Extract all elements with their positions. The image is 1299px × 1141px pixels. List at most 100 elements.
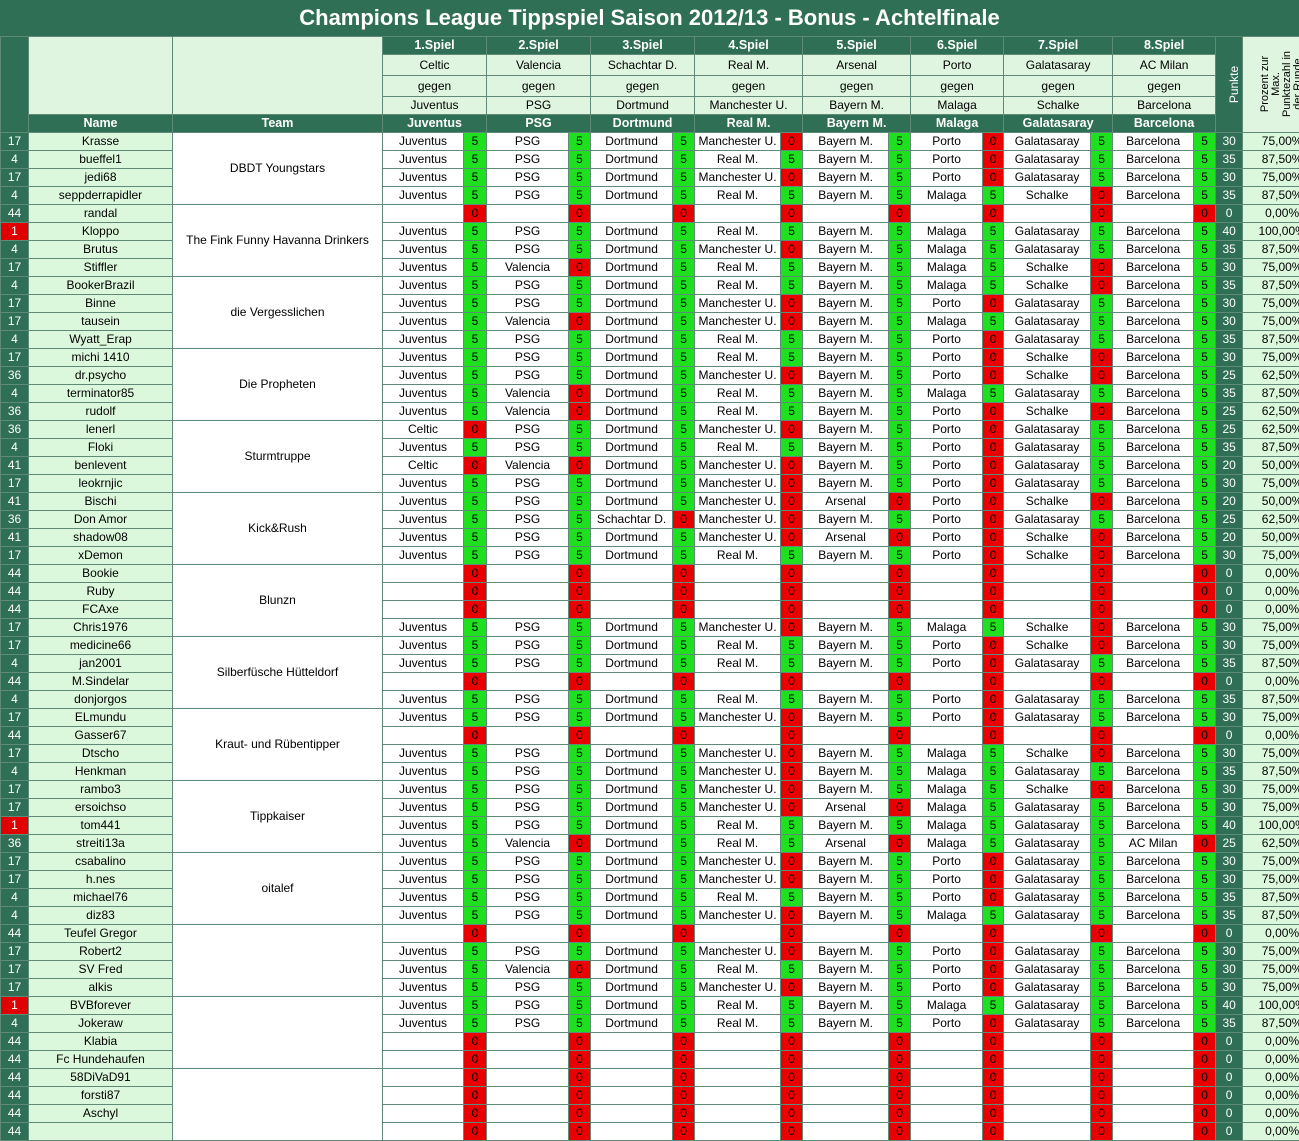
player-name: rudolf <box>29 403 173 421</box>
tip-points: 5 <box>781 655 803 673</box>
player-name: Krasse <box>29 133 173 151</box>
tip-cell: Juventus <box>383 835 464 853</box>
tip-cell: Real M. <box>695 655 781 673</box>
tip-cell: Barcelona <box>1113 277 1194 295</box>
tip-cell <box>383 1123 464 1141</box>
tip-cell: Dortmund <box>591 817 673 835</box>
tip-points: 5 <box>889 133 911 151</box>
tip-points: 5 <box>464 133 487 151</box>
tip-points: 0 <box>673 601 695 619</box>
tip-points: 0 <box>673 1105 695 1123</box>
tip-points: 5 <box>1194 997 1216 1015</box>
tip-points: 5 <box>781 259 803 277</box>
tip-cell: Juventus <box>383 133 464 151</box>
prozent-cell: 0,00% <box>1243 583 1299 601</box>
punkte-cell: 20 <box>1216 493 1243 511</box>
platz-cell: 4 <box>1 655 29 673</box>
tip-cell <box>1004 673 1091 691</box>
punkte-cell: 0 <box>1216 1069 1243 1087</box>
tip-cell: Real M. <box>695 223 781 241</box>
tip-points: 5 <box>1194 1015 1216 1033</box>
tip-points: 5 <box>1194 799 1216 817</box>
team-name <box>173 997 383 1069</box>
tip-cell: PSG <box>487 277 569 295</box>
tip-points: 5 <box>889 241 911 259</box>
tip-points: 5 <box>1091 295 1113 313</box>
tip-points: 5 <box>781 403 803 421</box>
tip-cell: Dortmund <box>591 277 673 295</box>
tip-cell: Galatasaray <box>1004 853 1091 871</box>
tip-points: 5 <box>889 745 911 763</box>
tip-cell <box>487 1105 569 1123</box>
tip-points: 0 <box>1194 1087 1216 1105</box>
tip-cell: Galatasaray <box>1004 385 1091 403</box>
tip-cell <box>1004 1123 1091 1141</box>
tip-points: 5 <box>569 331 591 349</box>
tip-points: 5 <box>1091 835 1113 853</box>
player-name: Chris1976 <box>29 619 173 637</box>
tip-cell: Schalke <box>1004 403 1091 421</box>
tip-cell: Juventus <box>383 781 464 799</box>
tip-points: 0 <box>673 925 695 943</box>
team-name: Blunzn <box>173 565 383 637</box>
tip-points: 0 <box>1194 727 1216 745</box>
tip-cell: Real M. <box>695 187 781 205</box>
prozent-cell: 87,50% <box>1243 889 1299 907</box>
game-away-1: Juventus <box>383 97 487 115</box>
tip-points: 0 <box>1091 547 1113 565</box>
tip-cell: Dortmund <box>591 331 673 349</box>
tip-cell: PSG <box>487 745 569 763</box>
tip-cell: Dortmund <box>591 367 673 385</box>
player-name: Gasser67 <box>29 727 173 745</box>
tip-cell: Porto <box>911 349 983 367</box>
tip-points: 5 <box>569 277 591 295</box>
tip-cell: Juventus <box>383 655 464 673</box>
tip-points: 0 <box>1091 259 1113 277</box>
tip-points: 0 <box>1091 493 1113 511</box>
tip-points: 5 <box>1194 781 1216 799</box>
tip-cell: Galatasaray <box>1004 223 1091 241</box>
platz-cell: 17 <box>1 295 29 313</box>
tip-cell: Barcelona <box>1113 151 1194 169</box>
game-home-1: Celtic <box>383 55 487 76</box>
tip-cell: Juventus <box>383 709 464 727</box>
tip-cell: Juventus <box>383 763 464 781</box>
platz-cell: 4 <box>1 1015 29 1033</box>
tip-cell: Barcelona <box>1113 241 1194 259</box>
tip-cell <box>487 1033 569 1051</box>
tip-points: 5 <box>1091 457 1113 475</box>
tip-cell: Dortmund <box>591 421 673 439</box>
player-name: BVBforever <box>29 997 173 1015</box>
tip-cell: Porto <box>911 493 983 511</box>
tip-cell: Real M. <box>695 277 781 295</box>
tip-points: 0 <box>983 889 1004 907</box>
tip-points: 0 <box>983 583 1004 601</box>
tip-cell: Galatasaray <box>1004 169 1091 187</box>
tip-cell: PSG <box>487 331 569 349</box>
tip-points: 5 <box>1091 943 1113 961</box>
game-label-3: 3.Spiel <box>591 37 695 55</box>
tip-points: 5 <box>889 475 911 493</box>
tip-points: 5 <box>983 277 1004 295</box>
tip-points: 5 <box>1091 961 1113 979</box>
tip-points: 5 <box>983 781 1004 799</box>
tip-cell: Malaga <box>911 835 983 853</box>
platz-cell: 4 <box>1 331 29 349</box>
tip-points: 5 <box>464 997 487 1015</box>
tip-points: 0 <box>781 1051 803 1069</box>
punkte-cell: 20 <box>1216 457 1243 475</box>
tip-cell: Manchester U. <box>695 475 781 493</box>
punkte-cell: 30 <box>1216 295 1243 313</box>
tip-points: 5 <box>781 277 803 295</box>
tip-points: 0 <box>569 385 591 403</box>
tip-points: 0 <box>464 457 487 475</box>
tip-points: 0 <box>464 1087 487 1105</box>
tip-points: 5 <box>673 997 695 1015</box>
game-gegen-6: gegen <box>911 76 1004 97</box>
tip-points: 5 <box>569 709 591 727</box>
tip-cell: Galatasaray <box>1004 889 1091 907</box>
tip-points: 5 <box>1194 241 1216 259</box>
team-name: oitalef <box>173 853 383 925</box>
